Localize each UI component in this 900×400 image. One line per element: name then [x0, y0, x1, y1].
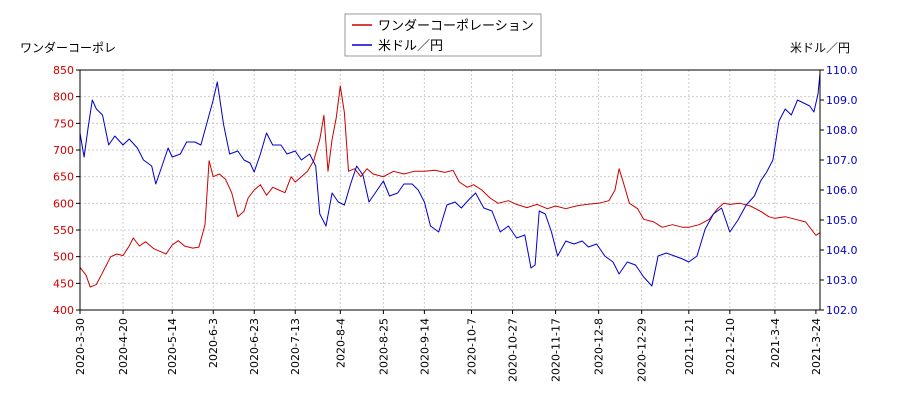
- right-tick-label: 103.0: [826, 274, 858, 287]
- x-tick-label: 2020-6-23: [248, 318, 261, 375]
- x-tick-label: 2021-3-4: [769, 318, 782, 368]
- x-tick-label: 2020-4-20: [117, 318, 130, 375]
- right-tick-label: 109.0: [826, 94, 858, 107]
- left-tick-label: 550: [53, 224, 74, 237]
- x-tick-label: 2020-6-3: [207, 318, 220, 368]
- right-tick-label: 110.0: [826, 64, 858, 77]
- right-tick-label: 102.0: [826, 304, 858, 317]
- legend: ワンダーコーポレーション 米ドル／円: [344, 13, 542, 57]
- x-tick-label: 2020-9-14: [418, 318, 431, 375]
- left-tick-label: 800: [53, 91, 74, 104]
- right-tick-label: 106.0: [826, 184, 858, 197]
- x-tick-label: 2020-12-29: [636, 318, 649, 382]
- left-tick-label: 500: [53, 251, 74, 264]
- right-tick-label: 105.0: [826, 214, 858, 227]
- left-tick-label: 850: [53, 64, 74, 77]
- x-tick-label: 2021-3-24: [810, 318, 823, 375]
- left-tick-label: 600: [53, 197, 74, 210]
- x-tick-label: 2020-3-30: [74, 318, 87, 375]
- series-layer: [79, 72, 821, 288]
- x-tick-label: 2020-8-25: [377, 318, 390, 375]
- grid-lines: [80, 70, 820, 310]
- x-tick-label: 2020-12-8: [593, 318, 606, 375]
- left-axis-title: ワンダーコーポレ: [20, 40, 116, 55]
- right-tick-label: 104.0: [826, 244, 858, 257]
- series-line-0: [79, 85, 821, 288]
- x-tick-label: 2020-11-17: [550, 318, 563, 382]
- right-tick-label: 108.0: [826, 124, 858, 137]
- right-axis-title: 米ドル／円: [790, 41, 850, 55]
- x-axis: 2020-3-30 2020-4-20 2020-5-14 2020-6-3 2020-…: [74, 310, 823, 382]
- left-tick-label: 750: [53, 117, 74, 130]
- x-tick-label: 2021-2-10: [724, 318, 737, 375]
- legend-label-series-1: 米ドル／円: [378, 39, 443, 54]
- right-tick-label: 107.0: [826, 154, 858, 167]
- x-tick-label: 2020-7-13: [289, 318, 302, 375]
- legend-label-series-0: ワンダーコーポレーション: [378, 19, 534, 34]
- right-y-axis: 102.0 103.0 104.0 105.0 106.0 107.0 108.0 109.0…: [820, 64, 858, 317]
- x-tick-label: 2020-5-14: [166, 318, 179, 375]
- plot-frame: [79, 69, 821, 311]
- x-tick-label: 2020-10-7: [466, 318, 479, 375]
- left-tick-label: 450: [53, 277, 74, 290]
- left-tick-label: 400: [53, 304, 74, 317]
- legend-box: [344, 13, 542, 57]
- x-tick-label: 2020-8-4: [334, 318, 347, 368]
- left-tick-label: 700: [53, 144, 74, 157]
- series-line-1: [79, 72, 821, 287]
- left-y-axis: 400 450 500 550 600 650 700 750 800 850: [53, 64, 80, 317]
- x-tick-label: 2020-10-27: [507, 318, 520, 382]
- x-tick-label: 2021-1-21: [683, 318, 696, 375]
- left-tick-label: 650: [53, 171, 74, 184]
